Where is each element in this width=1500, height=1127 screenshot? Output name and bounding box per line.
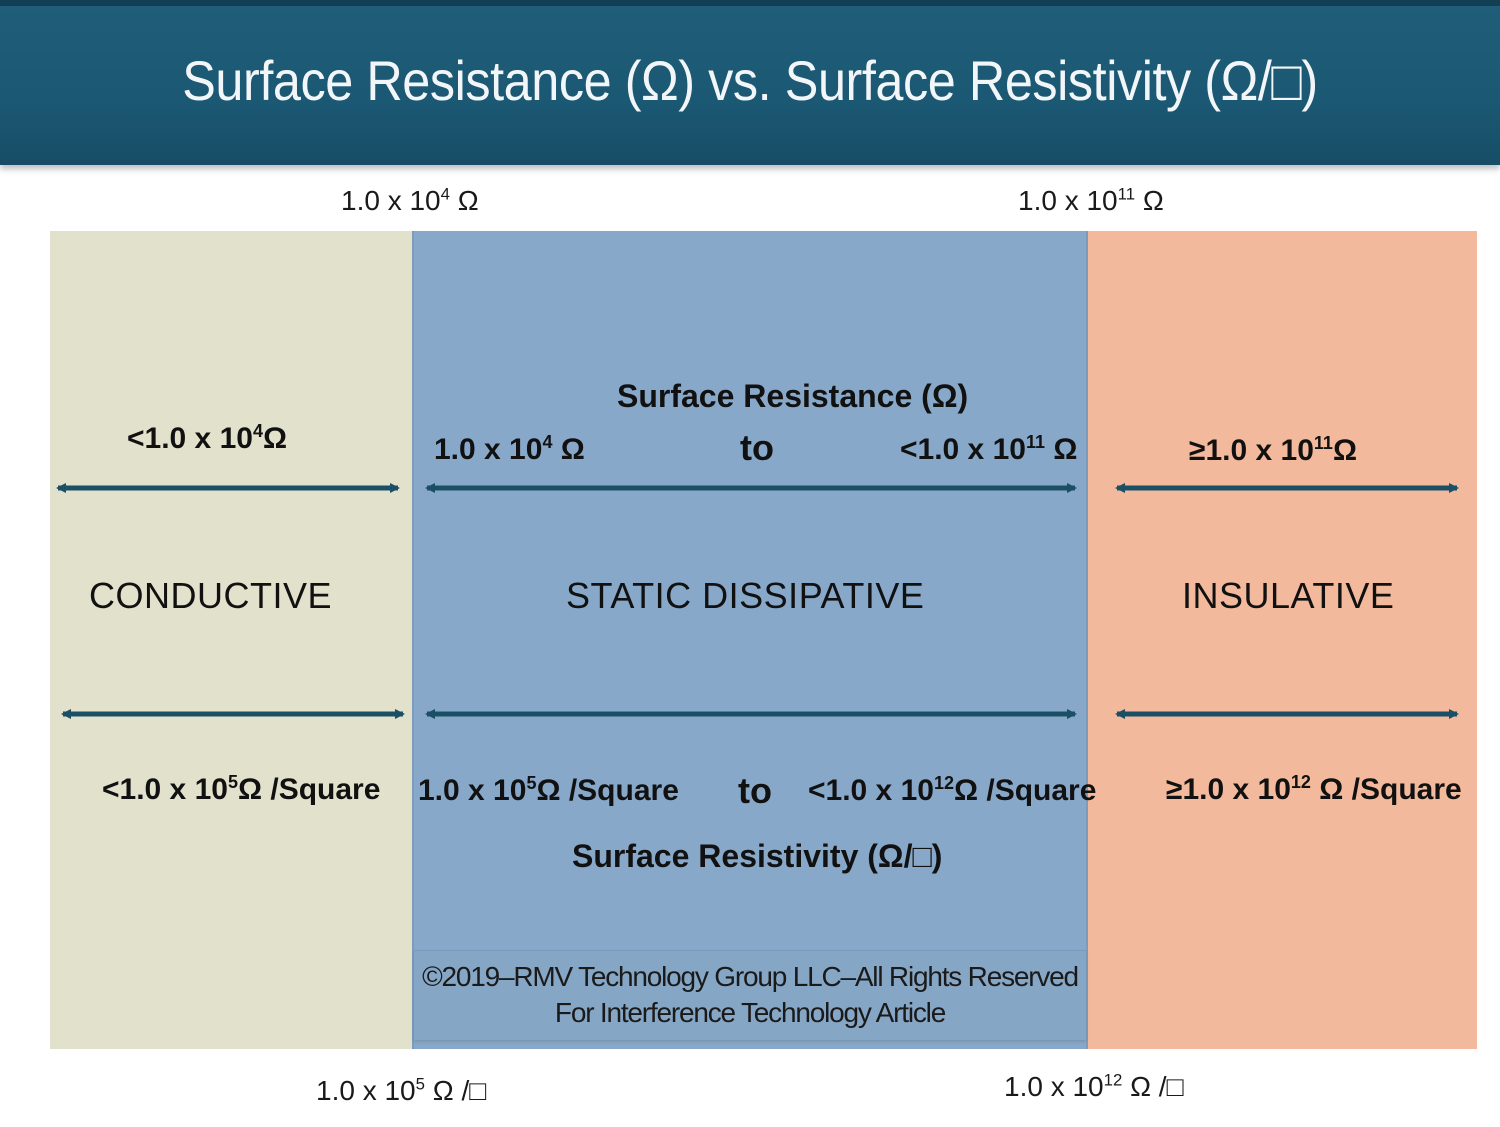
diagram-title: Surface Resistance (Ω) vs. Surface Resis… bbox=[182, 49, 1318, 112]
top-bound-left: 1.0 x 104 Ω bbox=[341, 184, 479, 216]
static-resistance-high: <1.0 x 1011 Ω bbox=[900, 432, 1078, 466]
static-resistivity-to: to bbox=[738, 770, 772, 811]
surface-resistance-heading: Surface Resistance (Ω) bbox=[617, 378, 969, 414]
copyright-box: ©2019–RMV Technology Group LLC–All Right… bbox=[414, 950, 1086, 1040]
static-resistivity-low: 1.0 x 105Ω /Square bbox=[418, 773, 679, 807]
copyright-line-1: ©2019–RMV Technology Group LLC–All Right… bbox=[422, 961, 1079, 992]
top-bound-right: 1.0 x 1011 Ω bbox=[1018, 184, 1164, 216]
title-bar bbox=[0, 0, 1500, 165]
conductive-column bbox=[50, 231, 412, 1049]
copyright-line-2: For Interference Technology Article bbox=[554, 997, 946, 1028]
static-resistivity-high: <1.0 x 1012Ω /Square bbox=[808, 773, 1097, 807]
insulative-label: INSULATIVE bbox=[1182, 575, 1395, 616]
insulative-resistance-range: ≥1.0 x 1011Ω bbox=[1189, 433, 1357, 467]
bottom-bound-left: 1.0 x 105 Ω /□ bbox=[316, 1074, 487, 1106]
surface-resistivity-heading: Surface Resistivity (Ω/□) bbox=[572, 838, 943, 874]
insulative-resistivity-range: ≥1.0 x 1012 Ω /Square bbox=[1166, 772, 1462, 806]
conductive-resistance-range: <1.0 x 104Ω bbox=[127, 421, 288, 455]
bottom-bound-right: 1.0 x 1012 Ω /□ bbox=[1004, 1070, 1184, 1102]
static-resistance-low: 1.0 x 104 Ω bbox=[434, 432, 585, 466]
static-dissipative-column bbox=[412, 231, 1088, 1049]
conductive-resistivity-range: <1.0 x 105Ω /Square bbox=[102, 772, 381, 806]
static-dissipative-label: STATIC DISSIPATIVE bbox=[566, 575, 925, 616]
static-resistance-to: to bbox=[740, 427, 774, 468]
conductive-label: CONDUCTIVE bbox=[89, 575, 333, 616]
insulative-column bbox=[1088, 231, 1477, 1049]
